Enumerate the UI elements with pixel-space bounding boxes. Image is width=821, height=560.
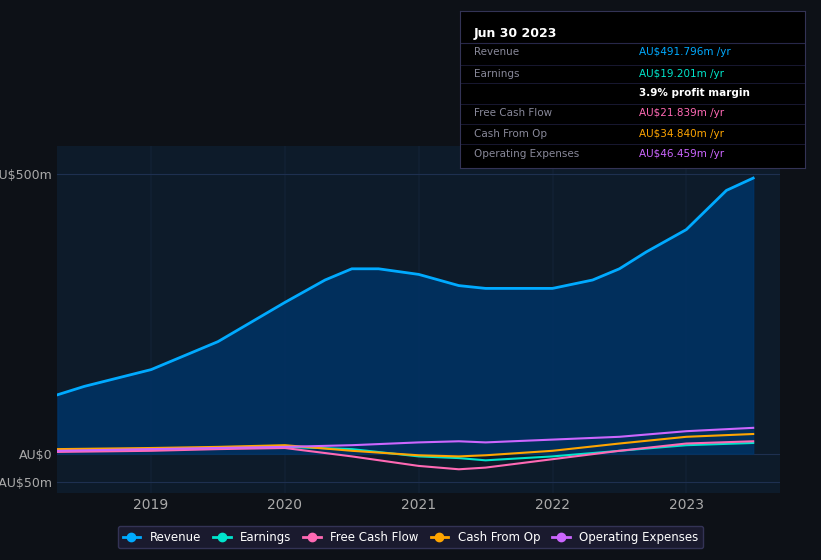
Text: AU$491.796m /yr: AU$491.796m /yr — [639, 47, 731, 57]
Text: AU$46.459m /yr: AU$46.459m /yr — [639, 149, 724, 159]
Text: Earnings: Earnings — [474, 69, 519, 79]
Text: Cash From Op: Cash From Op — [474, 128, 547, 138]
Text: Operating Expenses: Operating Expenses — [474, 149, 579, 159]
Text: AU$21.839m /yr: AU$21.839m /yr — [639, 108, 724, 118]
Legend: Revenue, Earnings, Free Cash Flow, Cash From Op, Operating Expenses: Revenue, Earnings, Free Cash Flow, Cash … — [118, 526, 703, 548]
Text: Revenue: Revenue — [474, 47, 519, 57]
Text: 3.9% profit margin: 3.9% profit margin — [639, 88, 750, 98]
Text: Free Cash Flow: Free Cash Flow — [474, 108, 552, 118]
Text: AU$34.840m /yr: AU$34.840m /yr — [639, 128, 724, 138]
Text: AU$19.201m /yr: AU$19.201m /yr — [639, 69, 724, 79]
Text: Jun 30 2023: Jun 30 2023 — [474, 27, 557, 40]
